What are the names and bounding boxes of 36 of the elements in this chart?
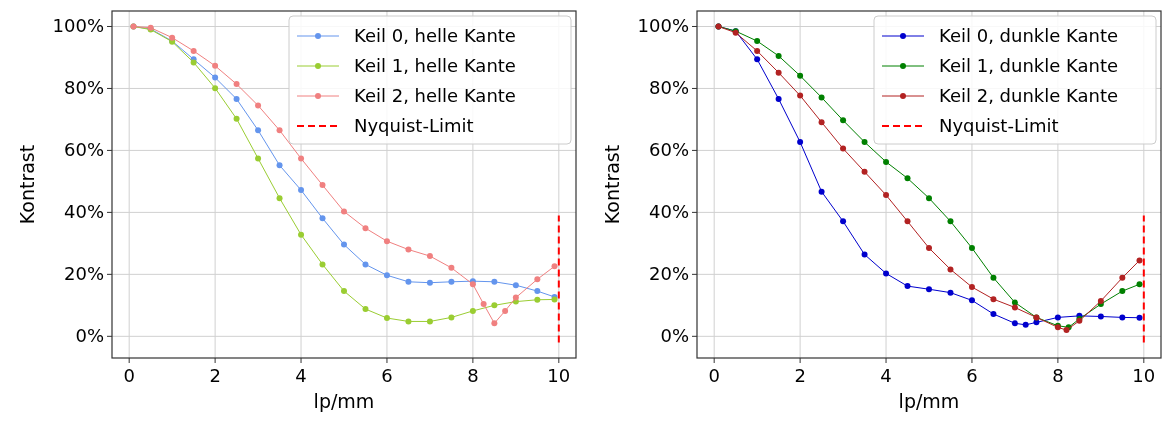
x-axis-title: lp/mm: [898, 390, 960, 412]
x-tick-label: 4: [295, 365, 307, 386]
x-tick-label: 8: [1052, 365, 1064, 386]
x-tick-label: 6: [381, 365, 393, 386]
y-tick-label: 80%: [648, 77, 689, 99]
legend-label: Keil 0, dunkle Kante: [939, 25, 1119, 46]
y-tick-label: 60%: [63, 139, 104, 161]
legend-label: Keil 1, helle Kante: [354, 55, 516, 76]
y-tick-label: 40%: [648, 201, 689, 223]
x-tick-label: 2: [209, 365, 221, 386]
x-tick-label: 0: [123, 365, 135, 386]
legend-label: Keil 0, helle Kante: [354, 25, 516, 46]
y-tick-label: 20%: [648, 263, 689, 285]
y-tick-label: 0%: [75, 325, 104, 347]
x-tick-label: 2: [794, 365, 806, 386]
y-tick-label: 20%: [63, 263, 104, 285]
legend-label: Keil 2, helle Kante: [354, 85, 516, 106]
y-tick-label: 0%: [660, 325, 689, 347]
x-tick-label: 0: [708, 365, 720, 386]
y-axis-title: Kontrast: [16, 144, 38, 225]
y-axis-title: Kontrast: [601, 144, 623, 225]
legend-label: Keil 2, dunkle Kante: [939, 85, 1119, 106]
y-tick-label: 60%: [648, 139, 689, 161]
x-tick-label: 10: [1132, 365, 1156, 386]
x-tick-label: 10: [547, 365, 571, 386]
y-tick-label: 100%: [52, 15, 104, 37]
legend-label: Nyquist-Limit: [354, 115, 474, 136]
y-tick-label: 100%: [637, 15, 689, 37]
legend-label: Keil 1, dunkle Kante: [939, 55, 1119, 76]
legend-label: Nyquist-Limit: [939, 115, 1059, 136]
x-tick-label: 4: [880, 365, 892, 386]
x-tick-label: 8: [467, 365, 479, 386]
y-tick-label: 40%: [63, 201, 104, 223]
y-tick-label: 80%: [63, 77, 104, 99]
x-axis-title: lp/mm: [313, 390, 375, 412]
x-tick-label: 6: [966, 365, 978, 386]
